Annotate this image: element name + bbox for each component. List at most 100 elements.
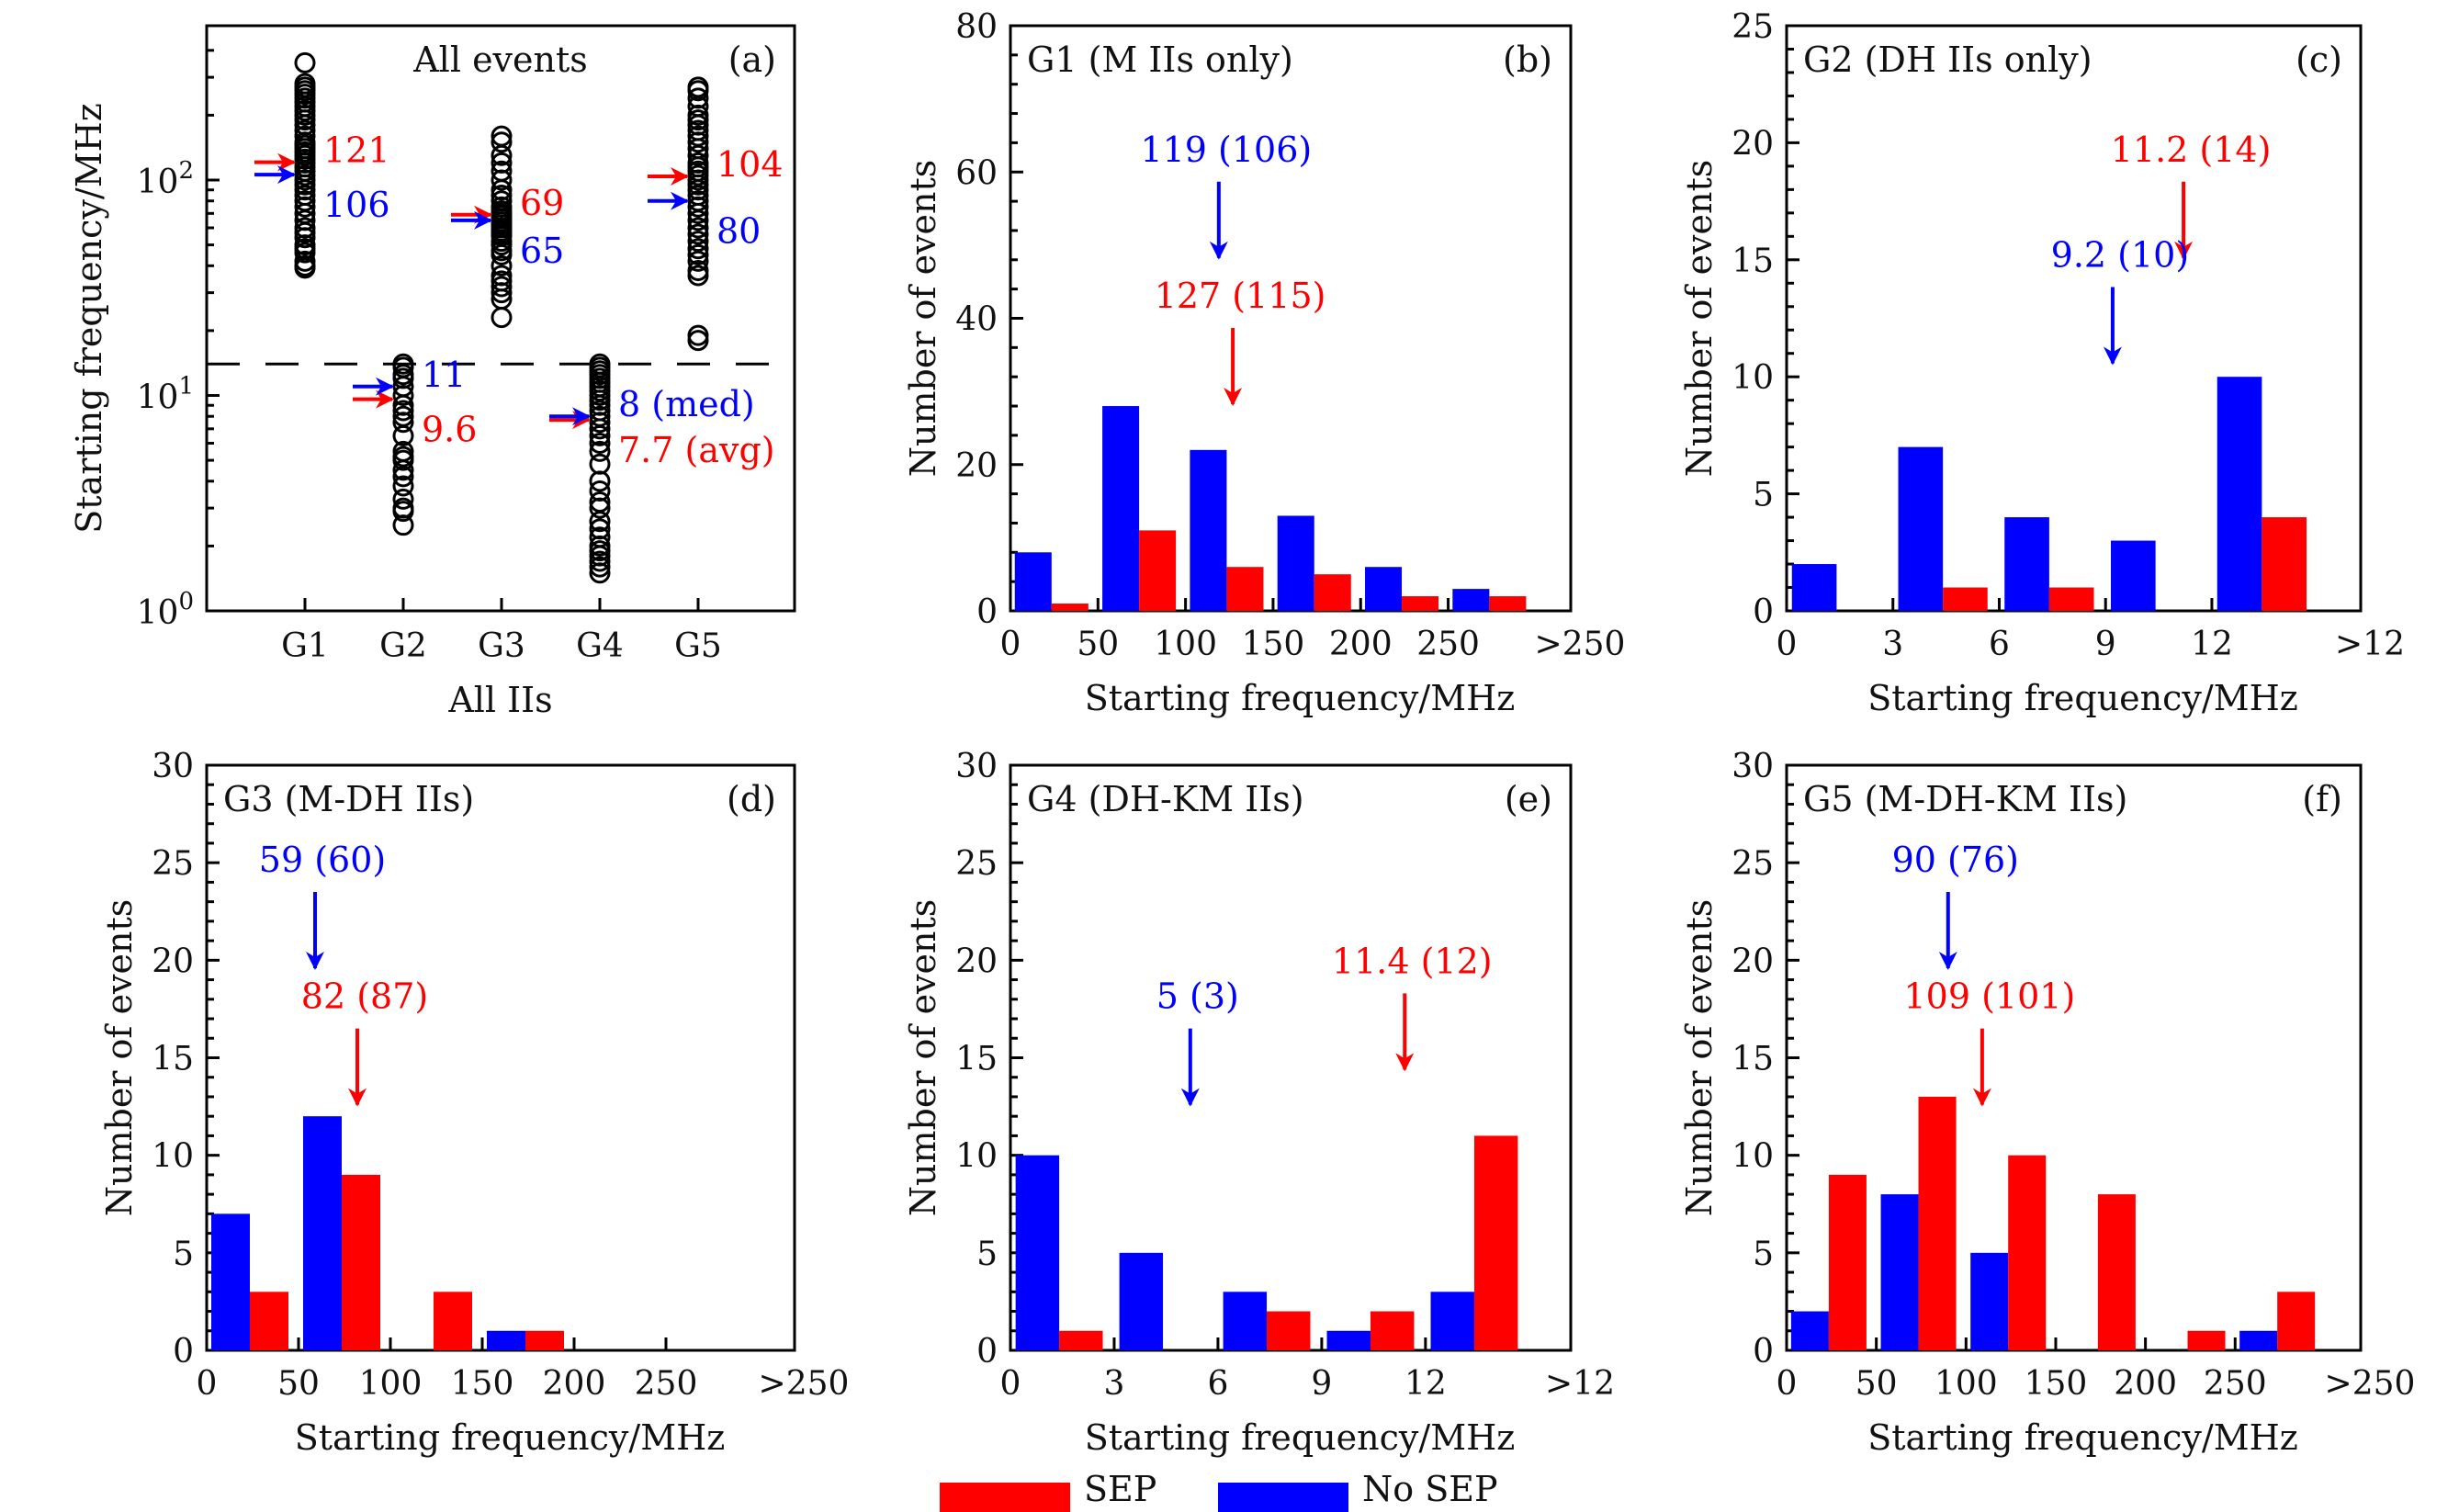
data-point: [491, 144, 513, 166]
panel-a-scatter: 100 101 102 G1 G2 G3 G4 G5 All IIs Starting frequ…: [69, 24, 796, 720]
x-axis-title: All IIs: [447, 680, 552, 720]
y-tick-label: 10: [152, 1138, 194, 1176]
data-point: [589, 497, 611, 519]
sep-median-label: 11.4 (12): [1332, 941, 1493, 981]
bar-sep: [434, 1292, 472, 1350]
y-tick-label: 10: [955, 1138, 998, 1176]
y-tick-label: 5: [1753, 477, 1774, 514]
bar-no-sep: [211, 1213, 250, 1350]
panel-title: G3 (M-DH IIs): [223, 779, 474, 819]
no-sep-median-label: 90 (76): [1892, 840, 2019, 880]
y-tick-label: 30: [955, 748, 998, 785]
y-axis-title: Number of events: [1679, 160, 1720, 478]
bar-sep: [1370, 1311, 1415, 1350]
data-point: [392, 449, 414, 471]
panel-letter: (b): [1503, 39, 1552, 80]
bar-no-sep: [1014, 552, 1052, 611]
y-tick-label: 10: [1731, 359, 1774, 397]
data-point: [392, 412, 414, 434]
data-point: [687, 223, 709, 245]
bar-no-sep: [1791, 564, 1837, 611]
bar-sep: [1051, 604, 1089, 611]
data-point: [589, 511, 611, 533]
x-tick-label: 0: [1000, 1365, 1021, 1403]
y-tick-label: 15: [1731, 1041, 1774, 1078]
data-point: [687, 265, 709, 287]
sep-value-label: 69: [520, 183, 564, 223]
data-point: [687, 196, 709, 218]
x-tick-label: 0: [1777, 1365, 1798, 1403]
panel-letter: (d): [727, 779, 776, 819]
bar-sep: [342, 1174, 380, 1350]
data-point: [491, 282, 513, 304]
panel-b-histogram: 0 20 40 60 80 0 50 100 150 200 250 >250 Starting fre…: [903, 8, 1625, 718]
data-point: [589, 440, 611, 462]
x-tick-label: 50: [1856, 1365, 1898, 1403]
x-tick-label: 250: [635, 1365, 698, 1403]
x-tick-label: 12: [2191, 626, 2233, 663]
data-point: [687, 231, 709, 253]
y-tick-label: 102: [137, 157, 194, 201]
data-point: [294, 227, 316, 249]
data-point: [687, 217, 709, 239]
no-sep-median-label: 59 (60): [259, 840, 386, 880]
y-axis-title: Number of events: [903, 899, 943, 1217]
x-axis-title: Starting frequency/MHz: [1867, 1417, 2298, 1458]
no-sep-value-label: 80: [716, 211, 761, 252]
y-tick-label: 60: [955, 154, 998, 192]
legend-label-sep: SEP: [1084, 1469, 1156, 1509]
bar-no-sep: [1326, 1330, 1370, 1350]
bar-no-sep: [487, 1330, 525, 1350]
y-axis-title: Number of events: [99, 899, 140, 1217]
bar-sep: [1473, 1135, 1518, 1350]
y-axis-title: Starting frequency/MHz: [69, 103, 109, 534]
y-tick-label: 20: [955, 447, 998, 485]
data-point: [491, 169, 513, 191]
panel-f-histogram: 0 5 10 15 20 25 30 0 50 100 150 200 250 >250 Starting …: [1679, 748, 2415, 1458]
x-axis-title: Starting frequency/MHz: [295, 1417, 726, 1458]
x-tick-label: G4: [576, 627, 624, 665]
data-point: [589, 424, 611, 446]
bar-sep: [1226, 567, 1264, 611]
bar-sep: [2048, 587, 2094, 611]
y-tick-label: 10: [1731, 1138, 1774, 1176]
bar-sep: [2008, 1155, 2047, 1350]
data-point: [491, 254, 513, 276]
y-tick-label: 20: [152, 942, 194, 980]
y-tick-label: 101: [137, 373, 194, 417]
x-tick-label: 0: [1777, 626, 1798, 663]
data-point: [392, 466, 414, 488]
bar-no-sep: [1102, 406, 1140, 611]
data-point: [687, 330, 709, 352]
x-tick-label: 50: [1077, 626, 1119, 663]
data-point: [392, 385, 414, 406]
data-point: [589, 562, 611, 584]
x-tick-label: G5: [674, 627, 722, 665]
bar-no-sep: [1790, 1311, 1829, 1350]
panel-title: G1 (M IIs only): [1027, 39, 1293, 80]
sep-value-label: 7.7 (avg): [618, 430, 775, 470]
data-point: [687, 243, 709, 265]
data-point: [491, 276, 513, 298]
data-point: [392, 488, 414, 510]
no-sep-value-label: 11: [422, 355, 466, 395]
x-tick-label: G2: [379, 627, 427, 665]
x-tick-label: 100: [1154, 626, 1217, 663]
y-tick-label: 20: [1731, 125, 1774, 163]
no-sep-median-label: 9.2 (10): [2051, 234, 2190, 275]
bar-no-sep: [1190, 449, 1227, 611]
bar-no-sep: [1970, 1252, 2009, 1350]
bar-no-sep: [1430, 1292, 1474, 1350]
bar-sep: [250, 1292, 288, 1350]
bar-sep: [1314, 574, 1351, 611]
data-point: [392, 501, 414, 523]
x-tick-label: 200: [2114, 1365, 2177, 1403]
data-point: [589, 433, 611, 455]
x-tick-label: 0: [197, 1365, 218, 1403]
y-tick-label: 20: [1731, 942, 1774, 980]
y-tick-label: 80: [955, 8, 998, 46]
data-point: [687, 238, 709, 260]
no-sep-median-label: 119 (106): [1140, 130, 1312, 170]
x-tick-label: 12: [1404, 1365, 1447, 1403]
panel-letter: (c): [2295, 39, 2342, 80]
